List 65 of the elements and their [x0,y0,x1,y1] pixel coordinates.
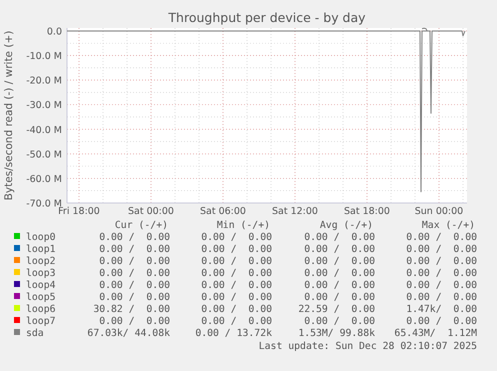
text: 1.47k/ 0.00 [406,304,478,315]
y-tick-label: -10.0 M [26,51,62,62]
text: 0.00 / 0.00 [201,232,272,243]
y-tick-label: -20.0 M [26,76,62,87]
y-tick-label: -50.0 M [26,149,62,160]
text: 0.00 / 0.00 [406,244,478,255]
text: 22.59 / 0.00 [298,304,376,315]
text: 65.43M/ 1.12M [394,328,478,339]
x-tick-label: Sat 06:00 [200,206,246,217]
text: 0.00 / 0.00 [304,232,376,243]
text: 0.00 / 0.00 [304,256,376,267]
text: 0.00 / 0.00 [99,268,170,279]
text: 67.03k/ 44.08k [87,328,170,339]
text: 0.00 / 0.00 [201,292,272,303]
x-tick-label: Sun 00:00 [414,206,464,217]
text: 0.00 / 0.00 [406,316,478,327]
text: 0.00 / 0.00 [201,268,272,279]
legend-label: loop6 [26,304,56,315]
text: 0.00 / 0.00 [201,256,272,267]
text: 0.00 / 0.00 [406,232,478,243]
text: 0.00 / 0.00 [304,244,376,255]
legend-label: loop3 [26,268,56,279]
text: Last update: Sun Dec 28 02:10:07 2025 [258,341,478,352]
text: 0.00 / 0.00 [201,304,272,315]
text: Min (-/+) [216,220,270,231]
legend-label: loop2 [26,256,56,267]
legend-label: loop0 [26,232,56,243]
y-tick-label: -30.0 M [26,100,62,112]
x-tick-label: Fri 18:00 [58,206,100,217]
text: 0.00 / 0.00 [304,292,376,303]
text: 0.00 / 0.00 [304,268,376,279]
text: 0.00 / 0.00 [201,244,272,255]
text: 0.00 / 0.00 [99,292,170,303]
text: 0.00 / 0.00 [99,256,170,267]
y-axis-title: Bytes/second read (-) / write (+) [3,30,15,200]
text: Max (-/+) [422,220,475,231]
y-tick-label: 0.0 [46,26,62,38]
text: 0.00 / 0.00 [99,280,170,291]
text: 0.00 / 0.00 [99,232,170,243]
chart-title: Throughput per device - by day [167,10,366,25]
x-tick-label: Sat 00:00 [128,206,174,217]
text: 0.00 / 0.00 [99,316,170,327]
text: 0.00 / 0.00 [406,292,478,303]
text: 0.00 / 0.00 [304,316,376,327]
text: 0.00 / 0.00 [304,280,376,291]
text: 0.00 / 0.00 [201,280,272,291]
legend-label: loop4 [26,280,56,291]
text: 0.00 / 13.72k [195,328,272,339]
text: Cur (-/+) [114,220,168,231]
x-tick-label: Sat 18:00 [344,206,390,217]
legend-label: loop7 [26,316,56,327]
text: 0.00 / 0.00 [99,244,170,255]
legend-label: sda [26,328,44,339]
text: 0.00 / 0.00 [406,280,478,291]
text: 0.00 / 0.00 [201,316,272,327]
legend-label: loop5 [26,292,56,303]
x-tick-label: Sat 12:00 [272,206,318,217]
legend-label: loop1 [26,244,56,255]
text: 30.82 / 0.00 [93,304,170,315]
text: 0.00 / 0.00 [406,256,478,267]
text: Avg (-/+) [320,220,373,231]
text: 1.53M/ 99.88k [298,328,376,339]
y-tick-label: -60.0 M [26,174,62,185]
y-tick-label: -40.0 M [26,124,62,136]
text: 0.00 / 0.00 [406,268,478,279]
